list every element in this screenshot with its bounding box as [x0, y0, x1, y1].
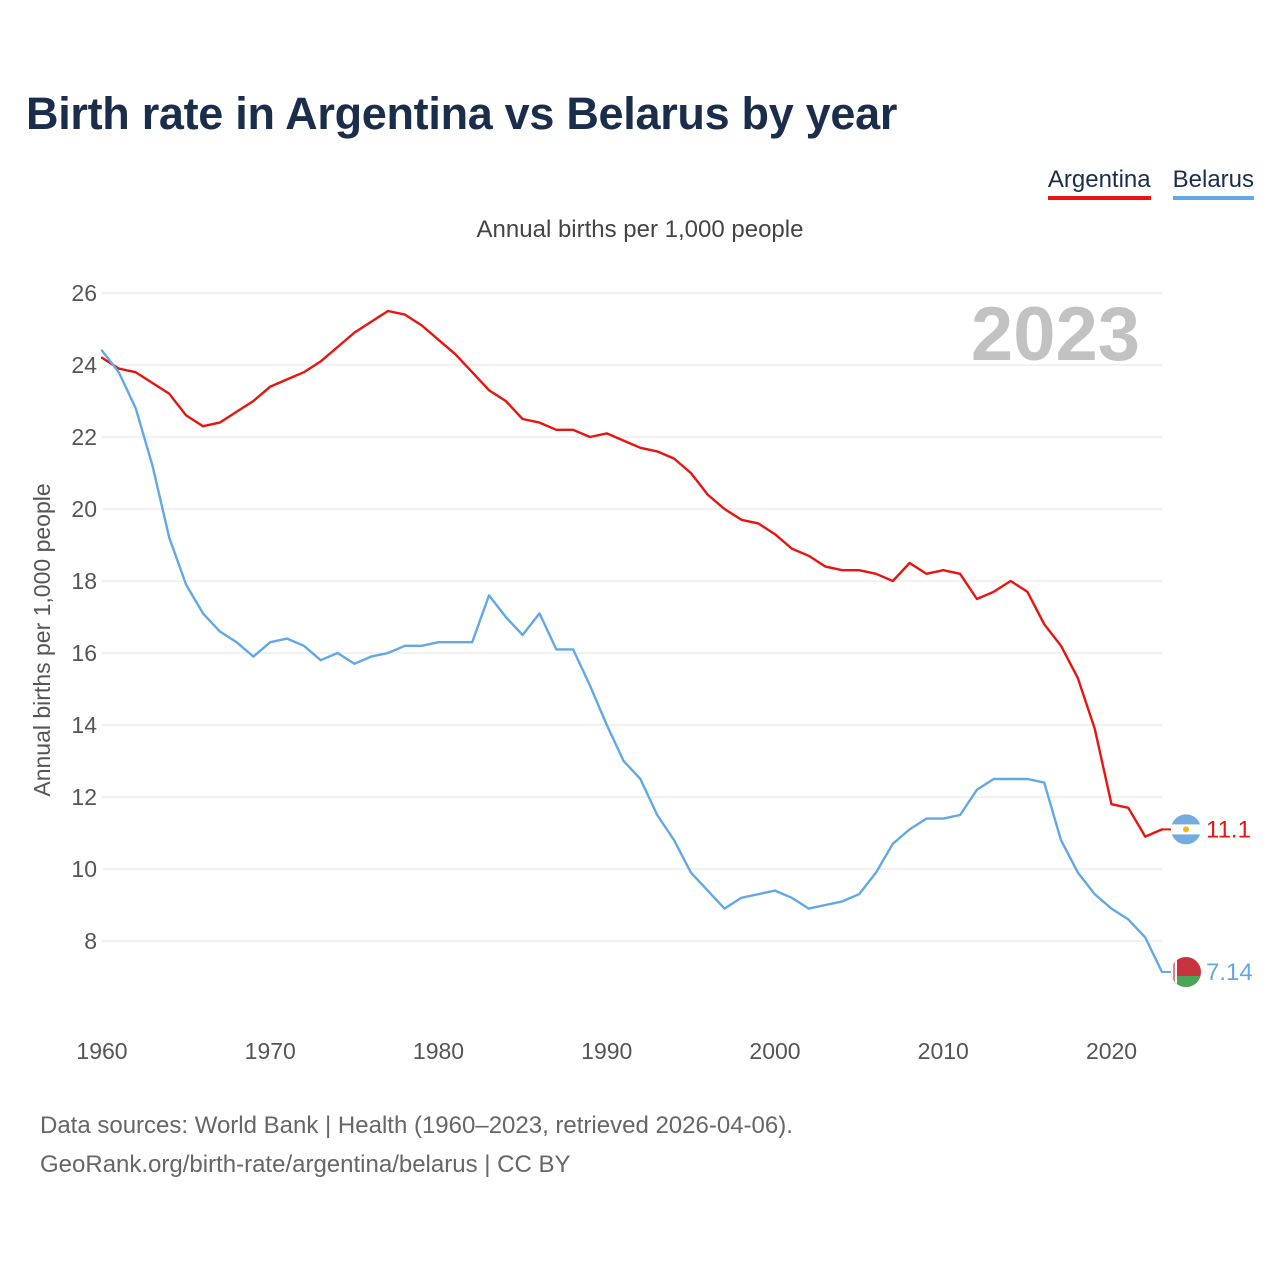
legend-item-argentina[interactable]: Argentina	[1047, 166, 1151, 200]
end-value-belarus: 7.14	[1206, 959, 1253, 986]
x-tick-label: 2010	[918, 1038, 969, 1064]
belarus-flag-icon	[1171, 956, 1201, 987]
y-tick-label: 16	[71, 640, 97, 666]
legend: Argentina Belarus	[1047, 166, 1254, 200]
x-tick-label: 2000	[749, 1038, 800, 1064]
source-line-2[interactable]: GeoRank.org/birth-rate/argentina/belarus…	[40, 1151, 571, 1178]
y-axis-ticks: 8 10 12 14 16 18 20 22 24 26	[71, 280, 97, 954]
y-tick-label: 20	[71, 496, 97, 522]
y-tick-label: 26	[71, 280, 97, 306]
y-axis-label: Annual births per 1,000 people	[29, 483, 55, 796]
y-tick-label: 24	[71, 352, 97, 378]
x-tick-label: 1990	[581, 1038, 632, 1064]
end-markers: 11.1 7.14	[1162, 814, 1253, 987]
series-line-belarus	[100, 349, 1164, 974]
x-tick-label: 1980	[413, 1038, 464, 1064]
x-tick-label: 1960	[76, 1038, 127, 1064]
series-line-argentina	[100, 309, 1164, 838]
x-axis-ticks: 1960 1970 1980 1990 2000 2010 2020	[76, 1038, 1137, 1064]
legend-item-belarus[interactable]: Belarus	[1172, 166, 1254, 200]
year-watermark: 2023	[971, 292, 1140, 377]
series-lines	[100, 309, 1164, 974]
y-tick-label: 18	[71, 568, 97, 594]
end-value-argentina: 11.1	[1206, 816, 1251, 843]
y-tick-label: 14	[71, 712, 97, 738]
chart-subtitle: Annual births per 1,000 people	[476, 216, 804, 243]
y-tick-label: 22	[71, 424, 97, 450]
y-tick-label: 10	[71, 856, 97, 882]
data-source-note: Data sources: World Bank | Health (1960–…	[40, 1106, 793, 1184]
y-tick-label: 12	[71, 784, 97, 810]
x-tick-label: 2020	[1086, 1038, 1137, 1064]
source-line-1: Data sources: World Bank | Health (1960–…	[40, 1112, 793, 1139]
argentina-flag-icon	[1171, 814, 1201, 845]
x-tick-label: 1970	[245, 1038, 296, 1064]
gridlines	[102, 292, 1162, 942]
y-tick-label: 8	[84, 928, 97, 954]
chart-title: Birth rate in Argentina vs Belarus by ye…	[26, 88, 898, 139]
